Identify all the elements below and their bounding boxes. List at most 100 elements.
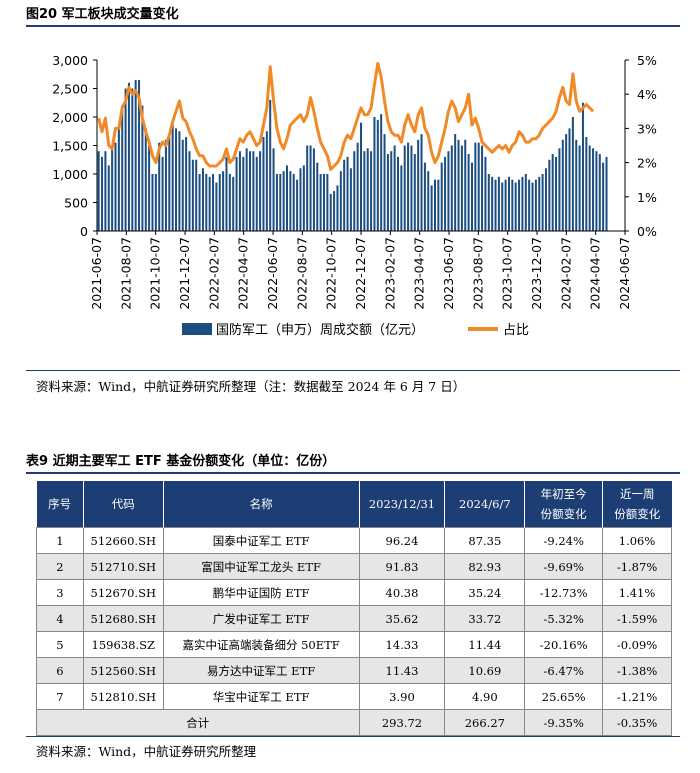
x-tick-label: 2021-10-07: [148, 237, 163, 310]
cell-d2: 11.44: [444, 631, 526, 658]
x-tick-label: 2023-06-07: [441, 237, 456, 310]
bar: [450, 145, 453, 231]
y-right-tick-label: 4%: [637, 87, 657, 102]
bar: [571, 117, 574, 231]
cell-no: 3: [36, 579, 84, 606]
cell-name: 广发中证军工 ETF: [162, 605, 360, 632]
total-label: 合计: [36, 709, 360, 736]
bar: [343, 159, 346, 231]
bar: [417, 139, 420, 231]
bar: [470, 162, 473, 231]
header-week: 近一周 份额变化: [602, 481, 672, 528]
bar: [464, 139, 467, 231]
bar: [205, 174, 208, 231]
bar: [413, 154, 416, 231]
legend-line-label: 占比: [503, 323, 529, 338]
bar: [242, 156, 245, 231]
bar: [235, 156, 238, 231]
cell-no: 1: [36, 527, 84, 554]
bar: [380, 114, 383, 231]
cell-code: 512810.SH: [82, 683, 164, 710]
bar: [504, 179, 507, 231]
bar: [117, 128, 120, 231]
bar: [252, 151, 255, 231]
bar: [386, 154, 389, 231]
table-row: 6 512560.SH 易方达中证军工 ETF 11.43 10.69 -6.4…: [36, 657, 672, 684]
x-tick-label: 2023-04-07: [412, 237, 427, 310]
cell-name: 嘉实中证高端装备细分 50ETF: [162, 631, 360, 658]
bar: [121, 105, 124, 231]
header-week-line2: 份额变化: [614, 507, 661, 521]
cell-d2: 82.93: [444, 553, 526, 580]
cell-d2: 87.35: [444, 527, 526, 554]
cell-d1: 40.38: [358, 579, 446, 606]
total-d2: 266.27: [444, 709, 526, 736]
table-title: 表9 近期主要军工 ETF 基金份额变化（单位：亿份）: [26, 454, 336, 469]
x-tick-label: 2023-08-07: [470, 237, 485, 310]
bar: [440, 162, 443, 231]
bar: [407, 142, 410, 231]
bar: [373, 117, 376, 231]
y-right-tick-label: 2%: [637, 156, 657, 171]
bar: [544, 168, 547, 231]
share-line: [97, 61, 595, 171]
cell-no: 4: [36, 605, 84, 632]
bar: [460, 145, 463, 231]
header-ytd-line2: 份额变化: [540, 507, 587, 521]
bar: [551, 154, 554, 231]
cell-code: 512680.SH: [82, 605, 164, 632]
bar: [447, 151, 450, 231]
bar: [555, 156, 558, 231]
cell-name: 易方达中证军工 ETF: [162, 657, 360, 684]
bar: [322, 174, 326, 231]
bar: [151, 174, 154, 231]
cell-week: -1.21%: [602, 683, 672, 710]
bar: [212, 174, 215, 231]
bar: [289, 171, 292, 231]
cell-code: 512710.SH: [82, 553, 164, 580]
x-tick-label: 2023-10-07: [500, 237, 515, 310]
etf-table: 序号 代码 名称 2023/12/31 2024/6/7 年初至今 份额变化 近一…: [36, 481, 672, 736]
bar: [201, 168, 204, 231]
y-right-tick-label: 0%: [637, 224, 657, 239]
bar: [524, 174, 527, 231]
table-row: 5 159638.SZ 嘉实中证高端装备细分 50ETF 14.33 11.44…: [36, 631, 672, 658]
y-left-tick-label: 1,000: [52, 167, 88, 182]
bar: [454, 134, 457, 231]
bar: [111, 145, 114, 231]
bar: [316, 162, 319, 231]
bar: [477, 142, 480, 231]
bar: [107, 165, 110, 231]
cell-name: 国泰中证军工 ETF: [162, 527, 360, 554]
bar: [158, 142, 161, 231]
header-ytd: 年初至今 份额变化: [524, 481, 604, 528]
bar: [175, 128, 178, 231]
table-row: 4 512680.SH 广发中证军工 ETF 35.62 33.72 -5.32…: [36, 605, 672, 632]
y-left-tick-label: 3,000: [52, 53, 88, 68]
y-right-tick-label: 1%: [637, 190, 657, 205]
bar: [484, 156, 487, 231]
bar: [275, 174, 278, 231]
header-date1: 2023/12/31: [359, 481, 446, 528]
bar: [97, 151, 100, 231]
cell-week: -1.59%: [602, 605, 672, 632]
bar: [578, 145, 581, 231]
cell-code: 512660.SH: [82, 527, 164, 554]
bar: [396, 156, 400, 231]
bar: [370, 151, 373, 231]
cell-code: 159638.SZ: [82, 631, 164, 658]
volume-chart: 0 500 1,000 1,500 2,000 2,500 3,000 0% 1% 2% 3% 4%…: [52, 53, 657, 338]
header-no: 序号: [36, 481, 84, 528]
cell-name: 富国中证军工龙头 ETF: [162, 553, 360, 580]
bar: [528, 179, 531, 231]
bar: [319, 174, 322, 231]
cell-week: -0.09%: [602, 631, 672, 658]
cell-d1: 11.43: [358, 657, 446, 684]
x-axis: 2021-06-07 2021-08-07 2021-10-07 2021-12-07…: [89, 230, 632, 310]
bar: [131, 88, 134, 231]
bar: [272, 148, 275, 231]
bar: [215, 182, 218, 231]
bar: [602, 162, 605, 231]
cell-d2: 35.24: [444, 579, 526, 606]
cell-d1: 14.33: [358, 631, 446, 658]
